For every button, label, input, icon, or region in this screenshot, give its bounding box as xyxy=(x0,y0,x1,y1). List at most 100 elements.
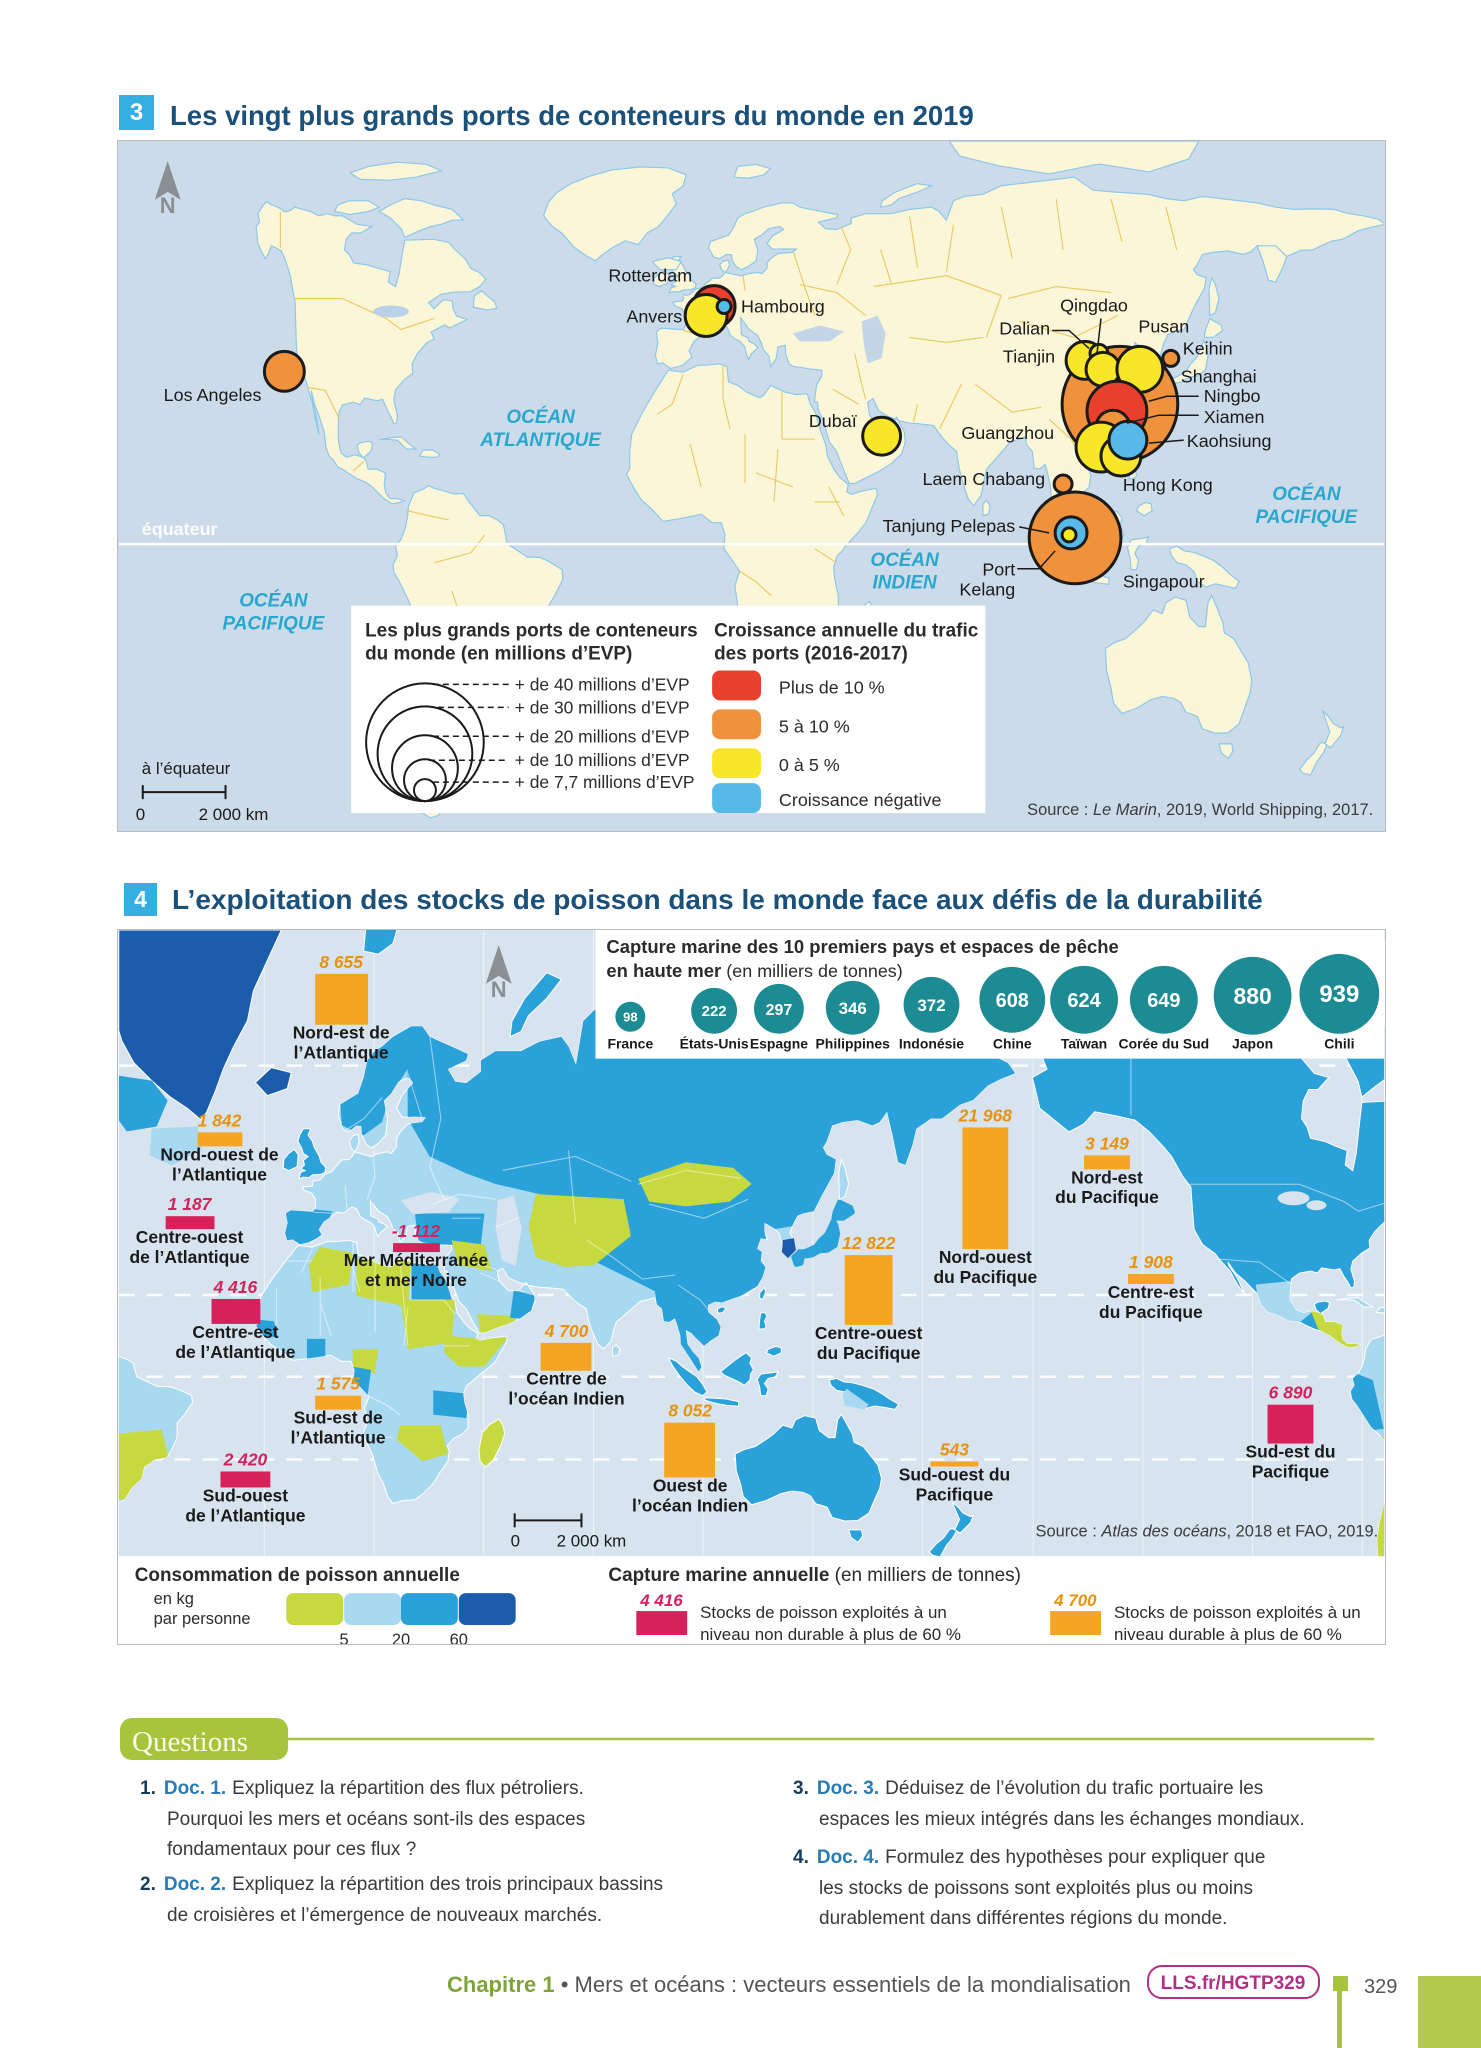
svg-text:346: 346 xyxy=(839,999,867,1018)
svg-text:de l’Atlantique: de l’Atlantique xyxy=(130,1247,250,1267)
svg-text:1 187: 1 187 xyxy=(168,1194,213,1214)
svg-text:Espagne: Espagne xyxy=(750,1036,808,1052)
svg-text:1 842: 1 842 xyxy=(198,1110,242,1130)
svg-text:du Pacifique: du Pacifique xyxy=(934,1267,1038,1287)
svg-text:880: 880 xyxy=(1233,983,1271,1009)
svg-text:ATLANTIQUE: ATLANTIQUE xyxy=(479,430,602,451)
svg-text:Mer Méditerranée: Mer Méditerranée xyxy=(344,1250,489,1270)
svg-text:Hambourg: Hambourg xyxy=(741,297,825,317)
svg-text:0 à 5 %: 0 à 5 % xyxy=(779,755,840,775)
svg-text:à l’équateur: à l’équateur xyxy=(142,759,231,778)
svg-text:et mer Noire: et mer Noire xyxy=(365,1270,467,1290)
svg-text:329: 329 xyxy=(1364,1976,1397,1998)
svg-text:649: 649 xyxy=(1147,990,1180,1012)
svg-text:5: 5 xyxy=(340,1631,349,1645)
svg-text:l’océan Indien: l’océan Indien xyxy=(508,1389,624,1409)
svg-text:Keihin: Keihin xyxy=(1183,338,1233,358)
svg-text:939: 939 xyxy=(1319,981,1359,1008)
svg-text:4 700: 4 700 xyxy=(1053,1591,1097,1610)
svg-text:du Pacifique: du Pacifique xyxy=(817,1343,921,1363)
svg-text:en haute mer (en milliers de t: en haute mer (en milliers de tonnes) xyxy=(606,960,902,981)
svg-text:OCÉAN: OCÉAN xyxy=(870,549,939,571)
svg-text:Japon: Japon xyxy=(1232,1036,1273,1052)
svg-text:Corée du Sud: Corée du Sud xyxy=(1118,1036,1209,1052)
svg-text:-1 112: -1 112 xyxy=(392,1221,440,1241)
svg-text:INDIEN: INDIEN xyxy=(872,573,937,594)
svg-text:l’Atlantique: l’Atlantique xyxy=(294,1043,389,1063)
svg-text:21 968: 21 968 xyxy=(958,1105,1013,1125)
svg-text:PACIFIQUE: PACIFIQUE xyxy=(1256,507,1359,528)
svg-text:372: 372 xyxy=(917,996,945,1015)
svg-text:Anvers: Anvers xyxy=(626,306,682,326)
svg-text:Centre-ouest: Centre-ouest xyxy=(136,1227,244,1247)
svg-text:Dubaï: Dubaï xyxy=(809,411,857,431)
svg-text:de l’Atlantique: de l’Atlantique xyxy=(175,1342,295,1362)
svg-text:0: 0 xyxy=(511,1531,520,1550)
svg-text:2 420: 2 420 xyxy=(223,1450,268,1470)
svg-text:12 822: 12 822 xyxy=(842,1233,896,1253)
svg-text:par personne: par personne xyxy=(154,1610,251,1628)
svg-text:4 700: 4 700 xyxy=(544,1321,589,1341)
svg-text:Sud-ouest du: Sud-ouest du xyxy=(899,1464,1010,1484)
svg-text:Centre-est: Centre-est xyxy=(192,1322,278,1342)
svg-text:Sud-est de: Sud-est de xyxy=(294,1408,383,1428)
svg-text:+ de 7,7 millions d’EVP: + de 7,7 millions d’EVP xyxy=(515,772,695,792)
svg-text:0: 0 xyxy=(136,805,145,824)
svg-text:Hong Kong: Hong Kong xyxy=(1123,475,1213,495)
svg-text:60: 60 xyxy=(450,1631,468,1645)
svg-text:2 000 km: 2 000 km xyxy=(199,805,269,824)
svg-text:4 416: 4 416 xyxy=(213,1277,258,1297)
svg-text:Los Angeles: Los Angeles xyxy=(164,385,262,405)
svg-text:Croissance annuelle du trafic: Croissance annuelle du trafic xyxy=(714,621,978,642)
svg-text:du monde (en millions d’EVP): du monde (en millions d’EVP) xyxy=(365,643,632,664)
svg-text:équateur: équateur xyxy=(142,519,218,539)
svg-text:PACIFIQUE: PACIFIQUE xyxy=(223,614,326,635)
svg-text:Croissance négative: Croissance négative xyxy=(779,790,942,810)
svg-text:Source : Atlas des océans, 201: Source : Atlas des océans, 2018 et FAO, … xyxy=(1036,1522,1379,1540)
svg-text:Nord-est de: Nord-est de xyxy=(293,1023,390,1043)
svg-text:OCÉAN: OCÉAN xyxy=(1272,483,1341,505)
svg-text:durablement dans différentes r: durablement dans différentes régions du … xyxy=(819,1908,1227,1929)
svg-text:Pacifique: Pacifique xyxy=(1252,1461,1330,1481)
svg-text:543: 543 xyxy=(940,1440,969,1460)
svg-text:Source : Le Marin, 2019, World: Source : Le Marin, 2019, World Shipping,… xyxy=(1027,801,1373,819)
svg-text:4 416: 4 416 xyxy=(639,1591,683,1610)
svg-text:Laem Chabang: Laem Chabang xyxy=(922,469,1045,489)
svg-text:8 655: 8 655 xyxy=(319,952,363,972)
svg-text:Chapitre 1 • Mers et océans :: Chapitre 1 • Mers et océans : vecteurs e… xyxy=(447,1972,1131,1997)
svg-text:Capture marine annuelle (en mi: Capture marine annuelle (en milliers de … xyxy=(608,1565,1021,1586)
svg-text:Stocks de poisson exploités à: Stocks de poisson exploités à un xyxy=(700,1603,947,1622)
svg-text:de l’Atlantique: de l’Atlantique xyxy=(185,1505,305,1525)
svg-text:OCÉAN: OCÉAN xyxy=(506,406,575,428)
svg-text:Taïwan: Taïwan xyxy=(1061,1036,1107,1052)
svg-text:N: N xyxy=(160,193,176,218)
svg-text:Nord-ouest: Nord-ouest xyxy=(939,1247,1032,1267)
svg-text:Singapour: Singapour xyxy=(1123,572,1205,592)
svg-text:Centre-est: Centre-est xyxy=(1108,1282,1194,1302)
svg-text:Tianjin: Tianjin xyxy=(1003,346,1055,366)
svg-text:1 575: 1 575 xyxy=(316,1374,360,1394)
svg-text:Centre-ouest: Centre-ouest xyxy=(815,1323,923,1343)
svg-text:Pourquoi les mers et océans so: Pourquoi les mers et océans sont-ils des… xyxy=(167,1809,585,1830)
svg-text:+ de 40 millions d’EVP: + de 40 millions d’EVP xyxy=(515,674,690,694)
svg-text:Capture marine des 10 premiers: Capture marine des 10 premiers pays et e… xyxy=(606,936,1118,957)
svg-text:Stocks de poisson exploités à: Stocks de poisson exploités à un xyxy=(1114,1603,1361,1622)
svg-text:608: 608 xyxy=(996,990,1029,1012)
svg-text:Nord-est: Nord-est xyxy=(1071,1167,1143,1187)
svg-text:LLS.fr/HGTP329: LLS.fr/HGTP329 xyxy=(1161,1973,1306,1994)
svg-text:Nord-ouest de: Nord-ouest de xyxy=(160,1144,278,1164)
svg-text:Chine: Chine xyxy=(993,1036,1032,1052)
svg-text:Sud-est du: Sud-est du xyxy=(1245,1442,1335,1462)
svg-text:Sud-ouest: Sud-ouest xyxy=(203,1485,288,1505)
svg-text:1.Doc. 1.Expliquez la répartit: 1. Doc. 1. Expliquez la répartition des fl… xyxy=(140,1778,584,1799)
svg-text:Plus de 10 %: Plus de 10 % xyxy=(779,677,885,697)
svg-text:Questions: Questions xyxy=(132,1726,248,1758)
svg-text:6 890: 6 890 xyxy=(1269,1383,1313,1403)
svg-text:les stocks de poissons sont ex: les stocks de poissons sont exploités pl… xyxy=(819,1878,1253,1899)
svg-text:Xiamen: Xiamen xyxy=(1204,407,1265,427)
svg-text:l’Atlantique: l’Atlantique xyxy=(291,1428,386,1448)
svg-text:Ouest de: Ouest de xyxy=(653,1475,728,1495)
svg-text:297: 297 xyxy=(766,1002,793,1019)
svg-text:1 908: 1 908 xyxy=(1129,1252,1173,1272)
svg-text:Pusan: Pusan xyxy=(1138,316,1189,336)
